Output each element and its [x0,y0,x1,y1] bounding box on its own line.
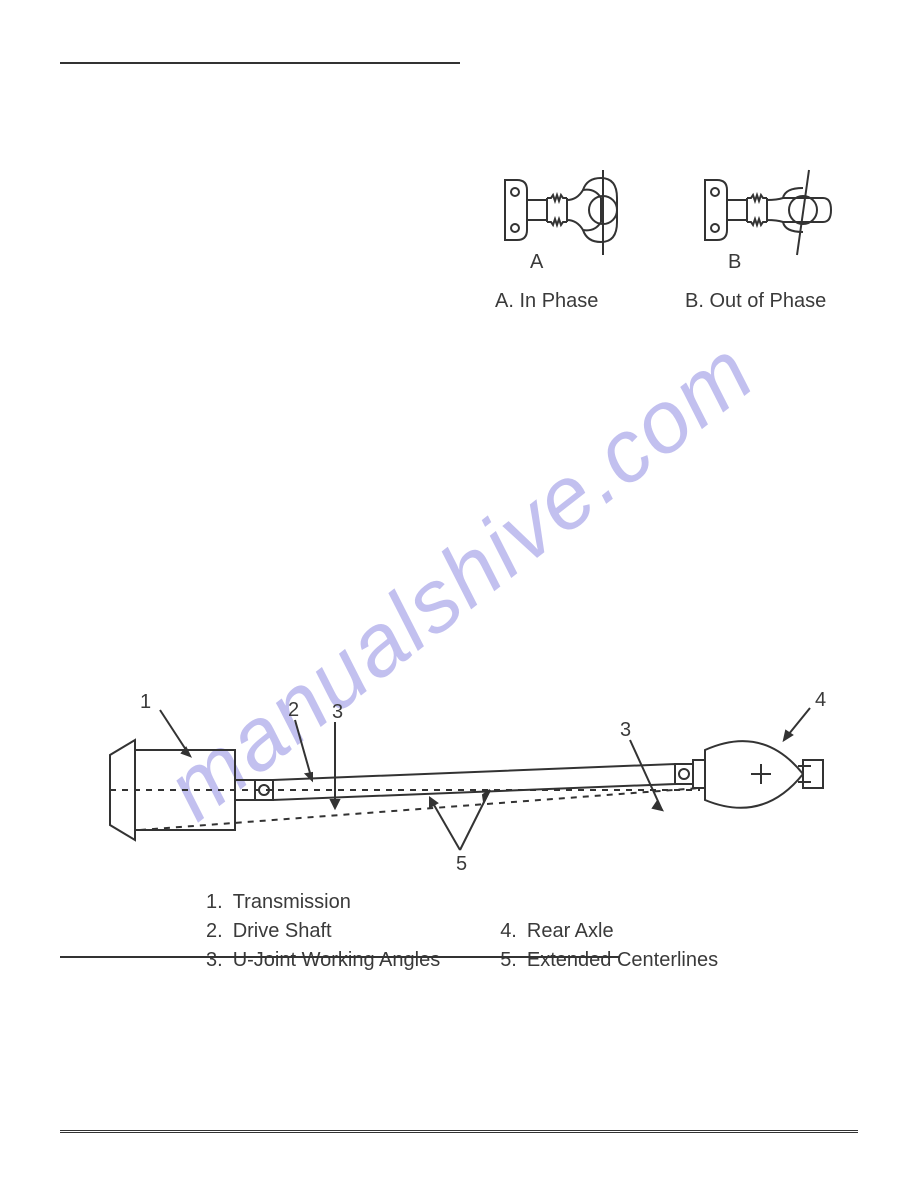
phase-b-label: B. Out of Phase [685,290,826,312]
phase-labels: A. In Phase B. Out of Phase [495,290,895,313]
legend-5-num: 5. [500,946,517,975]
callout-1: 1 [140,691,151,713]
legend-3-num: 3. [206,946,223,975]
legend-row-4: 4. Rear Axle [500,917,718,946]
legend-row-1: 1. Transmission [206,888,440,917]
callout-2: 2 [288,699,299,721]
legend-3-text: U-Joint Working Angles [233,946,441,975]
legend-2-num: 2. [206,917,223,946]
legend-4-num: 4. [500,917,517,946]
phase-b-letter: B [728,251,741,273]
driveline-figure: 1 2 3 3 4 5 1. Transmission 2. Drive Sha… [80,680,880,975]
legend-row-2: 2. Drive Shaft [206,917,440,946]
page: manualshive.com [0,0,918,1188]
rule-top [60,62,460,64]
callout-3a: 3 [332,701,343,723]
phase-a-letter: A [530,251,544,273]
rule-footer [60,1130,858,1133]
phase-figure: A B A. In Phase B. Out of Phase [495,160,895,313]
driveline-legend: 1. Transmission 2. Drive Shaft 3. U-Join… [206,888,880,975]
phase-a-label: A. In Phase [495,290,598,312]
phase-svg: A B [495,160,895,280]
legend-col-right: . 4. Rear Axle 5. Extended Centerlines [500,888,718,975]
legend-row-5: 5. Extended Centerlines [500,946,718,975]
legend-5-text: Extended Centerlines [527,946,718,975]
legend-col-left: 1. Transmission 2. Drive Shaft 3. U-Join… [206,888,440,975]
legend-2-text: Drive Shaft [233,917,332,946]
legend-1-text: Transmission [233,888,351,917]
legend-row-3: 3. U-Joint Working Angles [206,946,440,975]
callout-3b: 3 [620,719,631,741]
driveline-svg: 1 2 3 3 4 5 [80,680,860,880]
legend-4-text: Rear Axle [527,917,614,946]
rule-bottom [60,956,620,958]
legend-1-num: 1. [206,888,223,917]
callout-4: 4 [815,689,826,711]
callout-5: 5 [456,853,467,875]
